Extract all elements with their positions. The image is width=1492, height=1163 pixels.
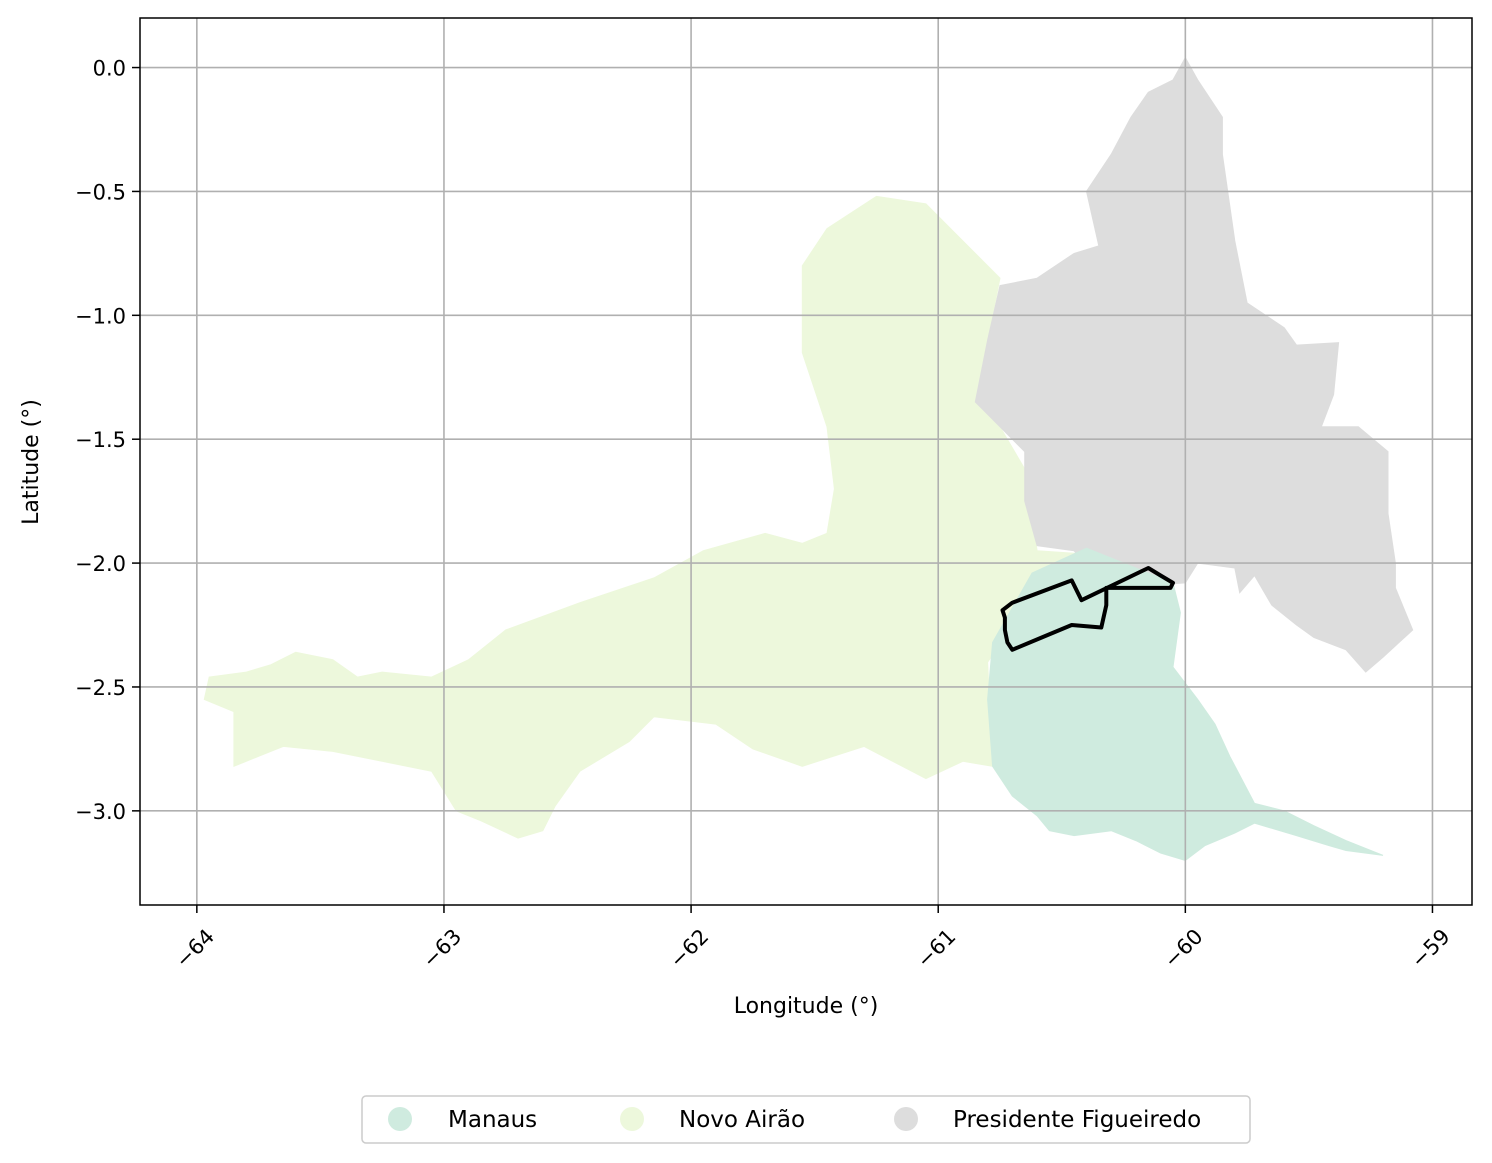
y-tick-label: −0.5 — [75, 180, 126, 204]
y-axis-title: Latitude (°) — [19, 399, 44, 525]
region-novo-airao — [203, 195, 1101, 839]
x-axis-title: Longitude (°) — [734, 994, 879, 1019]
legend-box — [361, 1095, 1251, 1144]
region-presidente-figueiredo — [974, 56, 1414, 673]
x-tick-label: −61 — [912, 924, 960, 972]
x-tick-label: −59 — [1406, 924, 1454, 972]
x-tick-label: −64 — [171, 924, 219, 972]
y-tick-label: 0.0 — [93, 57, 126, 81]
y-axis-ticks: 0.0 −0.5 −1.0 −1.5 −2.0 −2.5 −3.0 — [75, 57, 140, 824]
plot-frame — [139, 17, 1473, 906]
study-area-outline-layer — [1000, 566, 1175, 652]
legend-label-presidente-figueiredo: Presidente Figueiredo — [953, 1107, 1201, 1133]
x-tick-label: −60 — [1159, 924, 1207, 972]
regions-layer — [203, 56, 1414, 861]
x-axis-ticks: −64 −63 −62 −61 −60 −59 — [171, 905, 1455, 973]
y-tick-label: −2.5 — [75, 676, 126, 700]
gridlines — [140, 18, 1472, 905]
y-tick-label: −1.5 — [75, 428, 126, 452]
y-tick-label: −2.0 — [75, 552, 126, 576]
legend-swatch-novo-airao — [620, 1107, 644, 1131]
legend-swatch-presidente-figueiredo — [894, 1107, 918, 1131]
legend-swatch-manaus — [388, 1107, 412, 1131]
y-tick-label: −1.0 — [75, 304, 126, 328]
study-area-outline — [1000, 566, 1175, 652]
legend: Manaus Novo Airão Presidente Figueiredo — [361, 1095, 1251, 1144]
legend-label-novo-airao: Novo Airão — [679, 1107, 805, 1133]
x-tick-label: −62 — [665, 924, 713, 972]
legend-label-manaus: Manaus — [448, 1107, 537, 1133]
x-tick-label: −63 — [418, 924, 466, 972]
y-tick-label: −3.0 — [75, 800, 126, 824]
